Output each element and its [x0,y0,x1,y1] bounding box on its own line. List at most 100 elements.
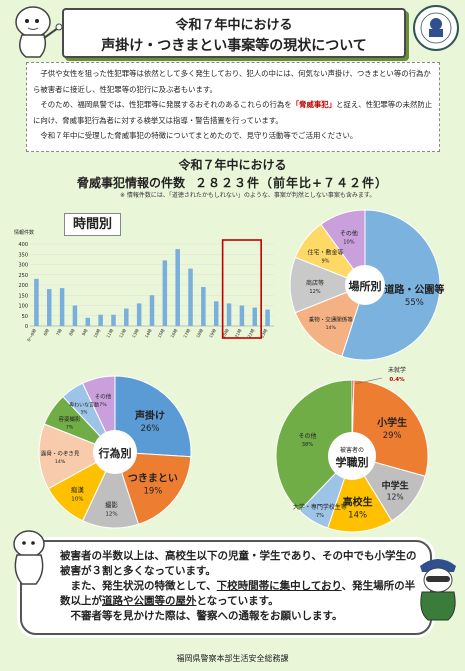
victim-slice-2-label: 中学生 [382,479,409,491]
leader-line [354,377,383,385]
act-slice-1-label: つきまとい [128,472,178,484]
act-pie-chart: 行為別 声掛け 26% つきまとい 19% 撮影 12% 痴漢 10% 露骨・のぞき見 14% 容姿撮… [38,375,192,529]
stats-headline: 令和７年中における 脅威事犯情報の件数 ２８２３件（前年比+７４２件） [0,156,465,191]
intro-p2-start: そのため、福岡県警では、性犯罪等に発展するおそれのあるこれらの行為を [40,100,292,109]
bar [175,249,180,326]
pie-slice [114,451,192,525]
bar-xtick-label: 23時 [259,327,268,338]
mascot-bottom-left-icon [13,530,45,585]
act-slice-2-label: 撮影 [105,500,119,509]
act-slice-3-label: 痴漢 [71,485,85,494]
bar [136,303,142,326]
place-other-value: 10% [343,240,354,246]
place-pie-title: 場所別 [349,279,382,293]
victim-slice-5-value: 38% [302,442,313,448]
pie-slice [275,379,353,512]
act-slice-4-label: 露骨・のぞき見 [41,450,80,457]
victim-slice-1-label: 小学生 [376,416,407,429]
victim-slice-4-label: 大学・専門学校生等 [293,503,347,511]
bar [252,307,257,326]
bar [59,288,65,326]
bar-xtick-label: 8時 [68,327,76,336]
bar [85,317,91,326]
act-slice-4-value: 14% [55,459,66,465]
intro-paragraph-2: そのため、福岡県警では、性犯罪等に発展するおそれのあるこれらの行為を「脅威事犯」… [33,97,433,128]
bar-xtick-label: 0～6時 [26,327,38,342]
bar [149,295,155,326]
bar [47,289,52,326]
act-slice-0-label: 声掛け [134,409,165,422]
place-shop-value: 12% [309,289,320,295]
victim-slice-4-value: 7% [316,513,324,519]
bar [34,278,39,326]
place-other-label: その他 [340,230,358,238]
act-slice-3-value: 10% [71,497,83,503]
pie-slice [320,209,366,287]
intro-p2-end: と捉え、性犯罪等の未然防止に向け、脅威事犯行為者に対する検挙又は指導・警告措置を… [33,100,433,125]
summary-line-3: 不審者等を見かけた際は、警察への通報をお願いします。 [60,609,422,624]
pie-slice [294,284,366,357]
police-mascot-icon [420,559,456,621]
bar-ytick-label: 250 [18,273,28,279]
bar-xtick-label: 10時 [92,327,101,338]
bar-ylabel: 情報件数 [14,229,34,236]
summary-l3: 不審者等を見かけた際は、警察への通報をお願いします。 [70,610,343,622]
place-vehicle-label: 乗物・交通関係等 [309,315,354,323]
stats-line: 脅威事犯情報の件数 ２８２３件（前年比+７４２件） [0,174,465,191]
place-home-label: 住宅・敷金等 [307,248,343,256]
page-title: 声掛け・つきまとい事案等の現状について [101,38,367,54]
summary-bubble: 被害者の半数以上は、高校生以下の児童・学生であり、その中でも小学生の被害が３割と… [20,540,432,635]
pie-slice [38,423,117,490]
pie-slice [341,209,441,361]
bar-xtick-label: 20時 [221,327,230,338]
summary-line-2: また、発生状況の特徴として、下校時間帯に集中しており、発生場所の半数以上が道路や… [60,579,422,609]
act-slice-7-value: 7% [99,402,107,408]
title-line1: 令和７年中における [175,18,293,33]
highlight-box [221,239,262,339]
bar [162,260,168,326]
bar [213,301,219,326]
stats-note: ※ 情報件数には、「道徳されたかもしれない」のような、事案が判然としない事案も含… [120,192,376,199]
summary-l2d: 道路や公園等の屋外 [102,595,197,607]
victim-preschool-value: 0.4% [389,377,405,383]
bar-xtick-label: 13時 [131,327,140,338]
pie-slice [327,454,393,533]
victim-pie-title: 学職別 [336,455,369,469]
bar [226,303,232,326]
bar-xtick-label: 18時 [195,327,204,338]
pie-slice [114,375,192,458]
police-badge-icon [413,5,459,51]
act-slice-5-value: 7% [66,425,74,431]
intro-p2-highlight: 「脅威事犯」 [291,100,337,109]
place-road-value: 55% [405,298,424,308]
bar-xtick-label: 12時 [118,327,127,338]
bar-xtick-label: 17時 [182,327,191,338]
bar-ytick-label: 150 [18,293,28,299]
bar-xtick-label: 9時 [81,327,89,336]
bar-ytick-label: 200 [18,283,28,289]
place-road-label: 道路・公園等 [384,283,444,296]
act-slice-6-label: 卑わいな言動 [69,402,99,409]
bar [201,287,206,326]
title-box: 令和７年中における 声掛け・つきまとい事案等の現状について [62,8,406,58]
time-bar-chart: 情報件数 0 50 100 150 200 250 300 350 400 0～6時 6時 7時 8時 9時… [14,229,274,342]
stats-year: 令和７年中における [178,158,287,172]
bar [188,268,193,326]
act-slice-7-label: その他 [95,392,112,400]
bar [265,309,270,326]
place-shop-label: 商店等 [306,279,324,287]
bar [98,314,103,326]
bar-xtick-label: 16時 [169,327,178,338]
bar-xtick-label: 6時 [42,327,50,336]
bar [72,305,78,326]
bar-ytick-label: 50 [22,314,28,320]
act-slice-2-value: 12% [105,511,117,517]
stats-count: ２８２３件（前年比+７４２件） [194,176,389,190]
act-slice-0-value: 26% [141,424,160,434]
bar-xtick-label: 21時 [234,327,243,338]
pie-center [328,432,376,480]
act-pie-title: 行為別 [98,446,132,460]
bar-ytick-label: 400 [18,242,28,248]
bar [111,314,116,326]
